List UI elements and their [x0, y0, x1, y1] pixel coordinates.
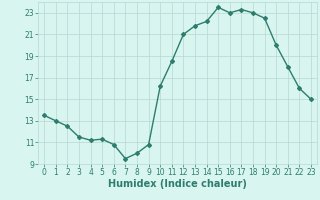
- X-axis label: Humidex (Indice chaleur): Humidex (Indice chaleur): [108, 179, 247, 189]
